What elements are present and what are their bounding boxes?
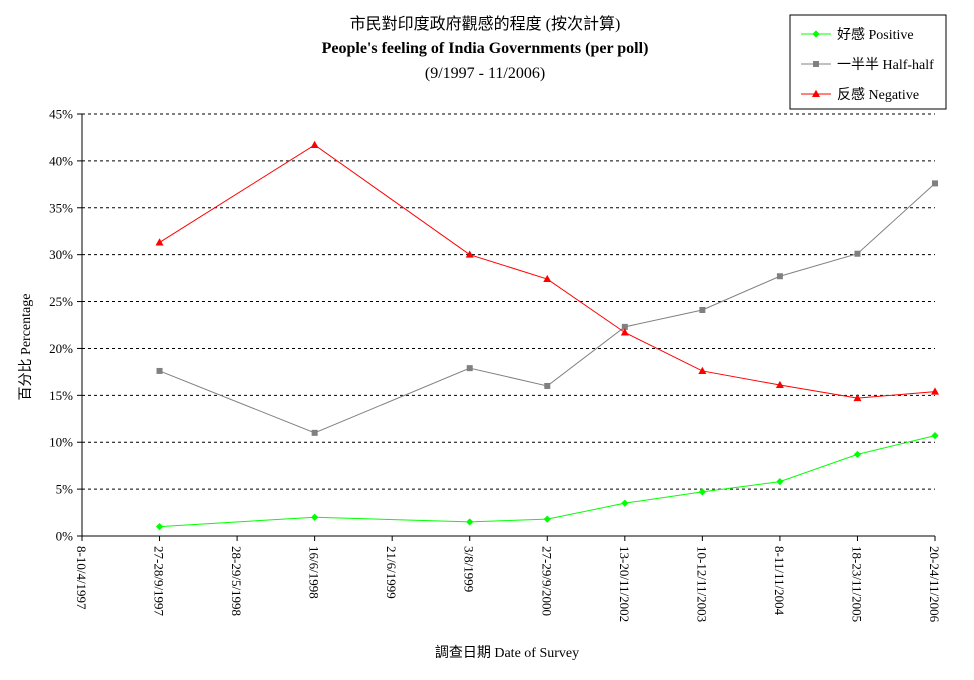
series-group [155, 432, 939, 531]
data-point-marker [466, 365, 473, 372]
y-tick-label: 0% [56, 529, 74, 544]
gridlines [82, 113, 935, 490]
x-axis-label: 調查日期 Date of Survey [435, 645, 579, 661]
data-point-marker [698, 366, 707, 374]
y-tick-label: 35% [49, 200, 73, 215]
series-line [159, 144, 936, 399]
chart-title-range: (9/1997 - 11/2006) [425, 65, 545, 82]
x-tick-label: 18-23/11/2005 [849, 546, 864, 622]
y-tick-label: 10% [49, 435, 73, 450]
data-point-marker [311, 513, 319, 521]
data-point-marker [932, 180, 938, 187]
legend: 好感 Positive 一半半 Half-half 反感 Negative [789, 14, 947, 110]
data-point-marker [931, 387, 939, 395]
chart-title-zh: 市民對印度政府觀感的程度 (按次計算) [350, 14, 621, 33]
data-point-marker [543, 274, 552, 283]
data-point-marker [311, 429, 318, 436]
x-tick-label: 27-28/9/1997 [152, 546, 167, 617]
y-tick-label: 15% [49, 388, 73, 403]
data-point-marker [621, 323, 628, 330]
data-point-marker [776, 478, 784, 486]
legend-label: 反感 Negative [837, 86, 919, 103]
data-point-marker [544, 382, 551, 389]
y-tick-label: 45% [49, 107, 73, 122]
x-tick-label: 27-29/9/2000 [539, 546, 554, 616]
data-point-marker [466, 518, 474, 526]
x-tick-label: 21/6/1999 [384, 546, 399, 599]
y-tick-label: 5% [56, 482, 74, 497]
data-point-marker [543, 515, 551, 523]
series-line [159, 435, 936, 528]
data-point-marker [155, 238, 164, 246]
data-point-marker [854, 250, 861, 257]
data-point-marker [812, 89, 820, 97]
x-tick-label: 8-11/11/2004 [772, 546, 787, 616]
y-axis-label: 百分比 Percentage [18, 294, 34, 401]
y-tick-label: 20% [49, 341, 73, 356]
y-tick-label: 25% [49, 294, 73, 309]
data-point-marker [776, 273, 783, 280]
y-axis-ticks: 0% 5% 10% 15% 20% 25% 30% 35% 40% 45% [49, 107, 73, 544]
x-tick-label: 8-10/4/1997 [74, 546, 89, 610]
x-tick-label: 16/6/1998 [307, 546, 322, 599]
legend-label: 一半半 Half-half [837, 57, 934, 73]
data-point-marker [155, 523, 164, 531]
data-point-marker [931, 432, 939, 440]
data-point-marker [465, 250, 474, 258]
y-tick-label: 40% [49, 153, 73, 168]
legend-label: 好感 Positive [837, 26, 914, 43]
series-lines [155, 140, 939, 531]
data-point-marker [813, 61, 819, 67]
data-point-marker [699, 306, 706, 313]
chart-title-en: People's feeling of India Governments (p… [322, 40, 649, 57]
data-point-marker [310, 140, 319, 148]
x-tick-label: 3/8/1999 [462, 546, 477, 592]
data-point-marker [775, 380, 784, 389]
series-group [156, 180, 938, 436]
data-point-marker [812, 30, 820, 38]
x-tick-label: 13-20/11/2002 [617, 546, 632, 622]
data-point-marker [853, 450, 862, 459]
axes [77, 113, 936, 541]
x-tick-label: 20-24/11/2006 [927, 546, 942, 623]
y-tick-label: 30% [49, 247, 73, 262]
series-group [155, 140, 939, 402]
x-axis-ticks: 8-10/4/1997 27-28/9/1997 28-29/5/1998 16/6/… [74, 546, 942, 623]
data-point-marker [853, 393, 862, 402]
data-point-marker [698, 488, 706, 496]
x-tick-label: 28-29/5/1998 [229, 546, 244, 616]
data-point-marker [621, 499, 629, 507]
x-tick-label: 10-12/11/2003 [694, 546, 709, 622]
data-point-marker [156, 367, 163, 374]
data-point-marker [620, 328, 629, 336]
